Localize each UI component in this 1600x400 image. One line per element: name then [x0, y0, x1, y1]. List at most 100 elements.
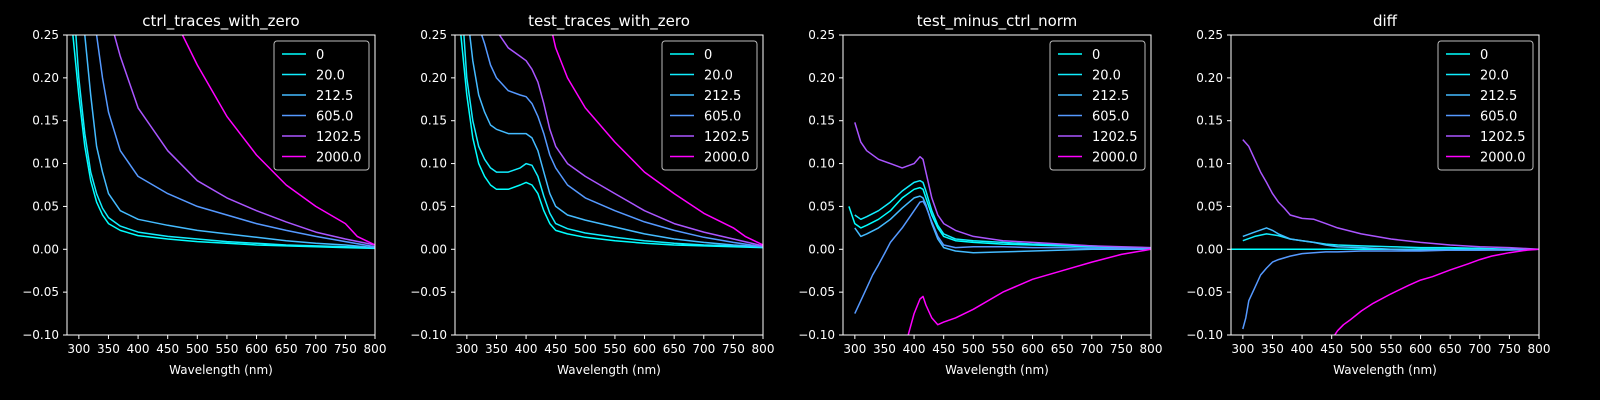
series-line-1202.5 [113, 35, 375, 246]
legend-label: 20.0 [316, 69, 345, 84]
x-tick-label: 350 [1261, 342, 1284, 356]
chart-panel-1: 300 350 400 450 500 550 600 650 700 750 800 −0.10 −0… [22, 12, 386, 377]
legend-label: 1202.5 [1480, 130, 1526, 145]
x-tick-label: 350 [485, 342, 508, 356]
series-line-212.5 [469, 35, 763, 248]
y-tick-label: 0.25 [1196, 28, 1223, 42]
series-line-0 [72, 35, 375, 250]
legend-label: 605.0 [704, 110, 741, 125]
series-line-1202.5 [1242, 139, 1539, 251]
y-tick-label: −0.05 [1186, 285, 1223, 299]
x-tick-label: 650 [663, 342, 686, 356]
y-tick-label: 0.10 [420, 157, 447, 171]
series-line-0 [848, 186, 1151, 250]
x-tick-label: 550 [215, 342, 238, 356]
x-tick-label: 300 [843, 342, 866, 356]
series-line-605.0 [480, 35, 763, 248]
y-tick-label: 0.05 [32, 199, 59, 213]
axes-frame [842, 34, 1152, 336]
legend-label: 605.0 [1480, 110, 1517, 125]
x-axis-label: Wavelength (nm) [169, 363, 273, 377]
y-tick-label: 0.25 [420, 28, 447, 42]
series-line-20.0 [463, 35, 763, 248]
y-tick-label: 0.00 [1196, 242, 1223, 256]
series-group [72, 35, 375, 250]
x-tick-label: 650 [1051, 342, 1074, 356]
legend-label: 20.0 [1480, 69, 1509, 84]
legend-label: 2000.0 [316, 151, 362, 166]
y-tick-label: 0.15 [808, 114, 835, 128]
legend-label: 212.5 [316, 89, 353, 104]
y-tick-label: 0.00 [420, 242, 447, 256]
series-line-1202.5 [854, 122, 1151, 249]
series-line-2000.0 [181, 35, 375, 246]
series-line-2000.0 [551, 35, 763, 246]
x-axis-label: Wavelength (nm) [945, 363, 1049, 377]
x-tick-label: 600 [1021, 342, 1044, 356]
chart-panel-2: 300 350 400 450 500 550 600 650 700 750 800 −0.10 −0… [410, 12, 774, 377]
x-tick-label: 500 [574, 342, 597, 356]
x-tick-label: 400 [903, 342, 926, 356]
y-tick-label: 0.10 [1196, 157, 1223, 171]
x-axis-label: Wavelength (nm) [557, 363, 661, 377]
y-tick-label: 0.20 [1196, 71, 1223, 85]
y-tick-label: −0.05 [22, 285, 59, 299]
legend: 0 20.0 212.5 605.0 1202.5 2000.0 [1437, 40, 1534, 171]
x-tick-label: 700 [1080, 342, 1103, 356]
y-tick-label: 0.00 [808, 242, 835, 256]
legend-box [661, 40, 758, 171]
legend-label: 2000.0 [704, 151, 750, 166]
x-tick-label: 550 [1379, 342, 1402, 356]
axes-frame [1230, 34, 1540, 336]
x-tick-label: 450 [932, 342, 955, 356]
legend-label: 0 [316, 48, 324, 63]
y-tick-label: −0.10 [22, 328, 59, 342]
x-tick-label: 750 [334, 342, 357, 356]
x-tick-label: 500 [1350, 342, 1373, 356]
legend-box [1437, 40, 1534, 171]
x-tick-label: 750 [1498, 342, 1521, 356]
series-line-605.0 [854, 200, 1151, 314]
y-tick-label: 0.05 [808, 199, 835, 213]
legend-label: 212.5 [1092, 89, 1129, 104]
y-tick-label: 0.25 [32, 28, 59, 42]
axes-frame [454, 34, 764, 336]
legend-label: 20.0 [1092, 69, 1121, 84]
y-tick-label: −0.10 [1186, 328, 1223, 342]
legend-label: 1202.5 [316, 130, 362, 145]
series-line-2000.0 [907, 248, 1151, 335]
legend-label: 212.5 [704, 89, 741, 104]
x-tick-label: 550 [603, 342, 626, 356]
y-tick-label: 0.15 [420, 114, 447, 128]
legend-label: 0 [704, 48, 712, 63]
x-tick-label: 450 [544, 342, 567, 356]
legend-label: 1202.5 [704, 130, 750, 145]
series-group [460, 35, 763, 249]
series-line-605.0 [1242, 248, 1539, 330]
x-tick-label: 500 [962, 342, 985, 356]
x-tick-label: 700 [304, 342, 327, 356]
legend-label: 2000.0 [1480, 151, 1526, 166]
series-line-605.0 [95, 35, 375, 248]
legend: 0 20.0 212.5 605.0 1202.5 2000.0 [661, 40, 758, 171]
y-tick-label: 0.20 [32, 71, 59, 85]
chart-panel-3: 300 350 400 450 500 550 600 650 700 750 800 −0.10 −0… [798, 12, 1162, 377]
x-tick-label: 800 [1140, 342, 1163, 356]
x-tick-label: 750 [1110, 342, 1133, 356]
x-tick-label: 400 [127, 342, 150, 356]
series-line-20.0 [1242, 233, 1539, 251]
y-tick-label: 0.20 [808, 71, 835, 85]
legend-label: 605.0 [316, 110, 353, 125]
legend-label: 1202.5 [1092, 130, 1138, 145]
x-axis-label: Wavelength (nm) [1333, 363, 1437, 377]
series-line-0 [460, 35, 763, 249]
x-tick-label: 500 [186, 342, 209, 356]
y-tick-label: 0.15 [32, 114, 59, 128]
x-tick-label: 300 [67, 342, 90, 356]
legend-label: 212.5 [1480, 89, 1517, 104]
x-tick-label: 650 [1439, 342, 1462, 356]
y-tick-label: 0.05 [420, 199, 447, 213]
x-tick-label: 800 [1528, 342, 1551, 356]
x-tick-label: 600 [633, 342, 656, 356]
